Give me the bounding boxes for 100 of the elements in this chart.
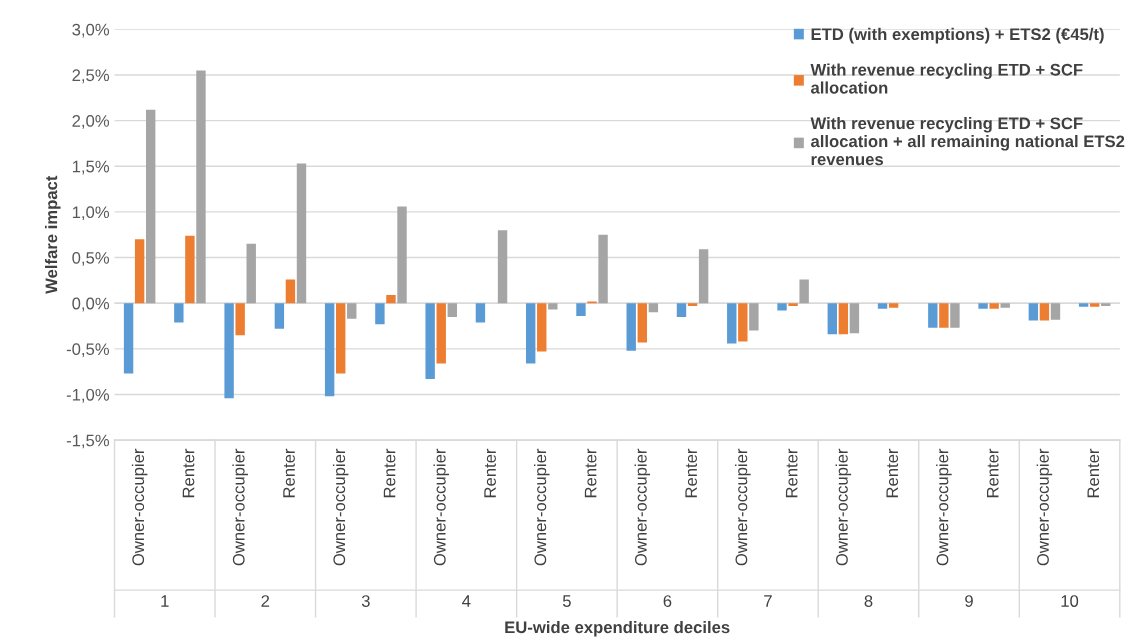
x-tick-label: Renter (484, 448, 496, 498)
bar (296, 163, 307, 304)
bar (436, 303, 446, 364)
bar (134, 239, 145, 304)
x-tick-label: Owner-occupier (835, 448, 852, 566)
y-tick-label: 2,0% (72, 115, 110, 129)
bar (1101, 303, 1111, 306)
text: 8 (864, 595, 873, 607)
bar (145, 109, 156, 304)
text: 2 (261, 595, 270, 607)
bar (537, 303, 547, 352)
text: 1 (161, 595, 169, 607)
bar (397, 206, 407, 304)
x-tick-label: Owner-occupier (936, 448, 952, 566)
bar (637, 303, 647, 343)
bar (950, 303, 960, 328)
text: 4 (462, 595, 471, 607)
y-tick-label: -1,5% (66, 434, 110, 449)
x-tick-label: Owner-occupier (131, 448, 148, 566)
text: 10 (1061, 595, 1079, 607)
y-tick-label: 1,0% (72, 206, 110, 221)
bar (648, 303, 659, 313)
bar (687, 303, 698, 306)
x-tick-label: Renter (182, 448, 195, 498)
bar (425, 303, 435, 379)
x-tick-label: Renter (383, 448, 396, 498)
y-tick-label: 1,5% (72, 160, 110, 175)
bar (375, 303, 385, 325)
bar (727, 303, 737, 344)
text: 5 (562, 595, 571, 607)
legend-label: With revenue recycling ETD + SCF allocation + all remaining national ETS2 revenues (810, 116, 1125, 166)
bar (626, 303, 636, 351)
bar (335, 303, 346, 374)
bar (1028, 303, 1039, 321)
y-tick-label: 0,5% (72, 251, 110, 266)
bar (877, 303, 888, 309)
x-tick-label: Renter (1087, 448, 1100, 498)
x-tick-label: Owner-occupier (634, 448, 651, 566)
bar (475, 303, 486, 323)
x-tick-label: Owner-occupier (1036, 448, 1053, 566)
text: 7 (764, 595, 772, 607)
y-tick-label: -0,5% (66, 343, 110, 358)
x-tick-label: Owner-occupier (433, 448, 449, 566)
text: 9 (965, 595, 973, 607)
x-tick-label: Renter (986, 448, 999, 498)
x-axis-title: EU-wide expenditure deciles (505, 620, 730, 637)
bar (749, 303, 759, 331)
bar (939, 303, 949, 328)
bar (274, 303, 285, 329)
bar (676, 303, 687, 317)
bar (928, 303, 938, 328)
bar (978, 303, 988, 309)
x-tick-label: Owner-occupier (332, 448, 349, 566)
y-axis-title: Welfare impact (45, 175, 61, 294)
bar (246, 243, 256, 304)
x-tick-label: Owner-occupier (533, 448, 550, 566)
bar (285, 279, 296, 304)
bar (799, 279, 809, 304)
text: 3 (361, 595, 370, 607)
bar (1089, 303, 1100, 307)
bar (526, 303, 536, 364)
bar (196, 70, 206, 304)
bar (838, 303, 849, 335)
bar (989, 303, 999, 309)
text: 6 (663, 595, 672, 607)
y-tick-label: 3,0% (72, 23, 110, 38)
bar (224, 303, 234, 399)
bar (738, 303, 748, 342)
x-tick-label: Renter (685, 448, 698, 498)
x-tick-label: Renter (785, 448, 798, 498)
bar (1050, 303, 1061, 320)
bar (849, 303, 860, 334)
legend-label: With revenue recycling ETD + SCF allocation (810, 63, 1083, 94)
x-tick-label: Renter (886, 448, 899, 498)
bar (548, 303, 558, 310)
x-tick-label: Renter (584, 448, 597, 498)
bar (447, 303, 457, 317)
y-tick-label: -1,0% (66, 388, 110, 403)
y-tick-label: 2,5% (72, 69, 110, 84)
bar (576, 303, 586, 316)
bar (185, 235, 195, 304)
bar (174, 303, 184, 323)
bar (347, 303, 357, 319)
bar (235, 303, 245, 336)
bar (1039, 303, 1050, 321)
bar (777, 303, 787, 311)
bar (1078, 303, 1089, 307)
bar (788, 303, 798, 306)
bar (888, 303, 899, 308)
bar (497, 230, 508, 304)
bar (386, 294, 396, 304)
x-tick-label: Owner-occupier (735, 448, 751, 566)
x-tick-label: Renter (283, 448, 295, 498)
y-tick-label: 0,0% (72, 297, 110, 312)
bar (598, 234, 608, 304)
bar (1000, 303, 1010, 308)
bar (698, 249, 709, 304)
bar (324, 303, 335, 397)
bar (123, 303, 134, 374)
bar (827, 303, 837, 335)
